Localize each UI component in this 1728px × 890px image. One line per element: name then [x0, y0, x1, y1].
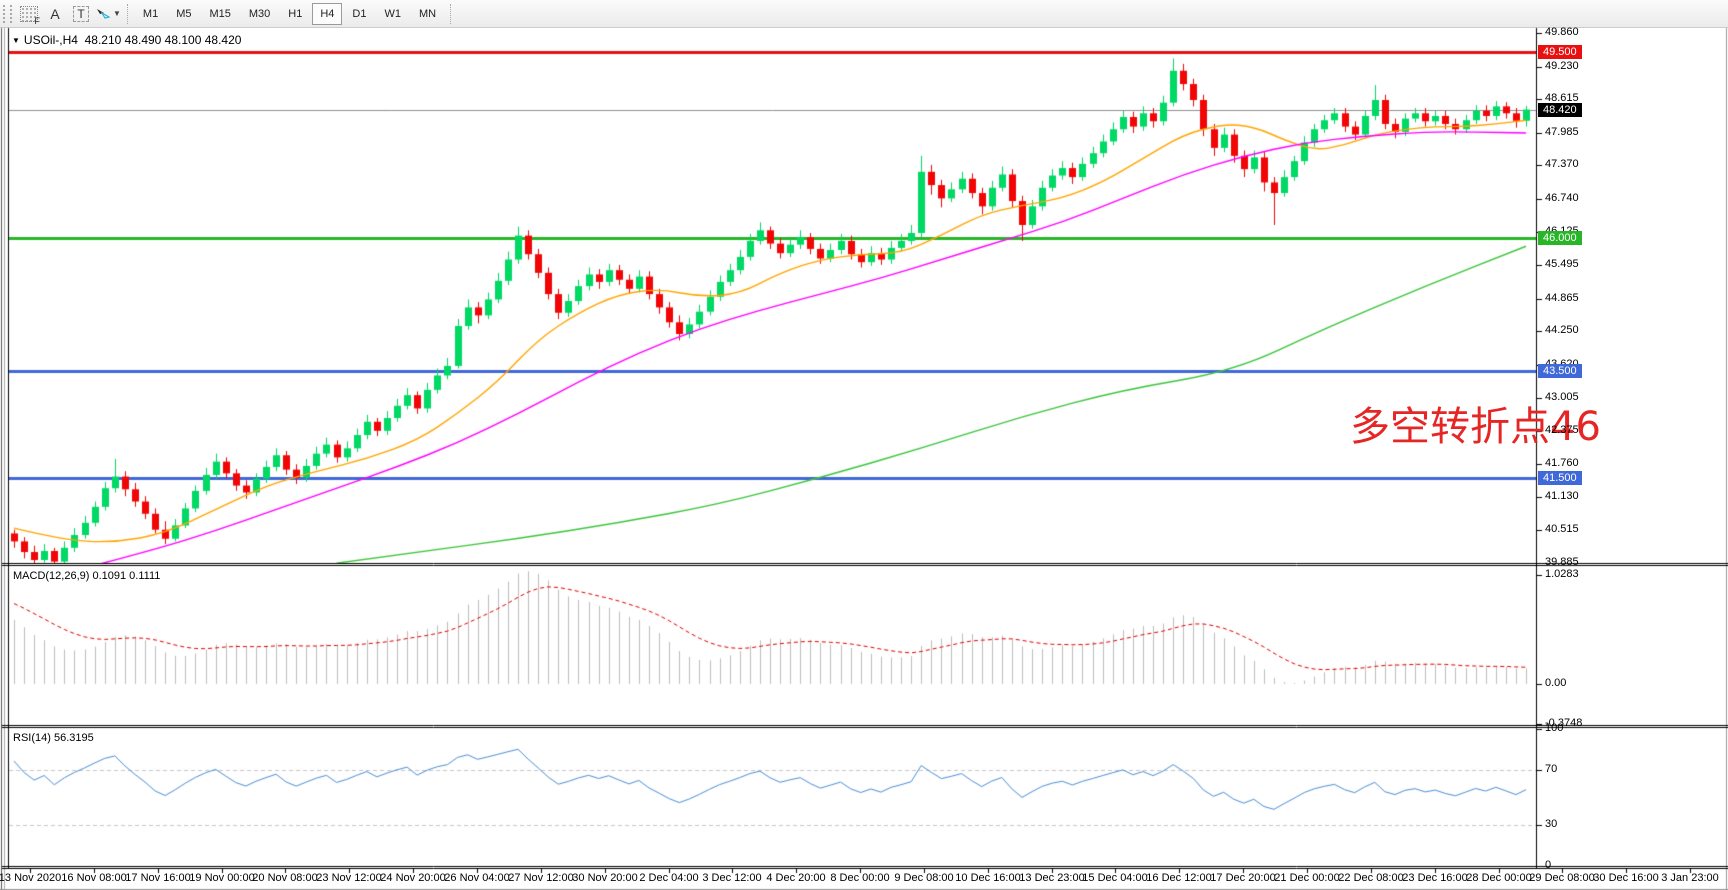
trading-app-window: { "toolbar": { "tools": [ {"label": "F"}…: [0, 0, 1728, 890]
chart-canvas[interactable]: [0, 0, 1728, 890]
